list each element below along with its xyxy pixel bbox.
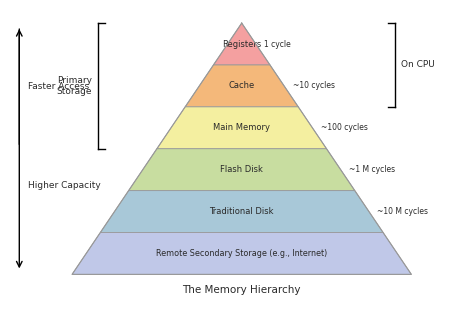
Polygon shape bbox=[157, 107, 327, 149]
Text: ~100 cycles: ~100 cycles bbox=[321, 123, 368, 132]
Text: ~10 M cycles: ~10 M cycles bbox=[377, 207, 428, 216]
Text: Traditional Disk: Traditional Disk bbox=[210, 207, 274, 216]
Polygon shape bbox=[213, 23, 270, 65]
Text: On CPU: On CPU bbox=[401, 60, 434, 69]
Text: Main Memory: Main Memory bbox=[213, 123, 270, 132]
Polygon shape bbox=[100, 191, 383, 233]
Text: Faster Access: Faster Access bbox=[28, 82, 89, 91]
Polygon shape bbox=[72, 233, 411, 275]
Text: Registers: Registers bbox=[222, 39, 261, 49]
Text: 1 cycle: 1 cycle bbox=[264, 39, 291, 49]
Text: Primary
Storage: Primary Storage bbox=[57, 76, 92, 96]
Text: The Memory Hierarchy: The Memory Hierarchy bbox=[182, 285, 301, 295]
Polygon shape bbox=[128, 149, 355, 191]
Text: ~10 cycles: ~10 cycles bbox=[292, 81, 335, 90]
Text: ~1 M cycles: ~1 M cycles bbox=[349, 165, 395, 174]
Text: Remote Secondary Storage (e.g., Internet): Remote Secondary Storage (e.g., Internet… bbox=[156, 249, 328, 258]
Text: Flash Disk: Flash Disk bbox=[220, 165, 263, 174]
Text: Higher Capacity: Higher Capacity bbox=[28, 182, 100, 191]
Text: Cache: Cache bbox=[228, 81, 255, 90]
Polygon shape bbox=[185, 65, 298, 107]
